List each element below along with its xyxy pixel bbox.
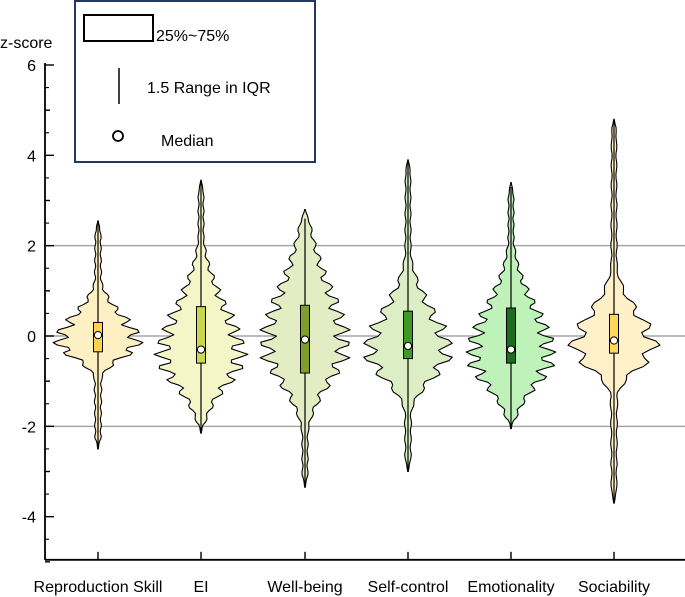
median-dot-3 bbox=[300, 335, 310, 344]
legend-median-label: Median bbox=[161, 133, 213, 150]
legend-box-swatch bbox=[83, 14, 154, 42]
x-tick-label: Emotionality bbox=[467, 579, 554, 596]
y-tick-label: 4 bbox=[27, 148, 36, 165]
x-tick-label: Reproduction Skill bbox=[34, 579, 163, 596]
median-dot-6 bbox=[609, 336, 619, 345]
median-dot-4 bbox=[403, 341, 413, 351]
axis-layer: -4 -2 0 2 4 6 Reproduction Skill EI Well-being Se… bbox=[22, 58, 685, 596]
x-tick-label: Sociability bbox=[578, 579, 650, 596]
x-tick-label: Well-being bbox=[267, 579, 342, 596]
y-tick-label: 2 bbox=[27, 239, 36, 256]
median-dot-2 bbox=[196, 345, 206, 354]
iqr-box-6 bbox=[609, 313, 619, 354]
median-dot-5 bbox=[506, 345, 516, 354]
iqr-box-5 bbox=[506, 307, 516, 364]
legend-box-label: 25%~75% bbox=[156, 28, 229, 45]
legend-whisker-label: 1.5 Range in IQR bbox=[147, 80, 271, 97]
y-tick-label: 6 bbox=[27, 58, 36, 75]
violin-layer bbox=[52, 118, 661, 504]
grid-layer bbox=[45, 244, 685, 428]
y-tick-label: 0 bbox=[27, 329, 36, 346]
legend: 25%~75% 1.5 Range in IQR Median bbox=[74, 0, 316, 163]
median-dot-1 bbox=[93, 330, 103, 340]
x-tick-label: EI bbox=[193, 579, 208, 596]
y-tick-label: -2 bbox=[22, 419, 36, 436]
x-tick-label: Self-control bbox=[368, 579, 449, 596]
legend-median-swatch bbox=[112, 130, 124, 142]
y-axis-label: z-score bbox=[0, 35, 53, 52]
iqr-box-2 bbox=[196, 306, 206, 364]
y-tick-label: -4 bbox=[22, 510, 36, 527]
iqr-box-4 bbox=[403, 310, 413, 360]
